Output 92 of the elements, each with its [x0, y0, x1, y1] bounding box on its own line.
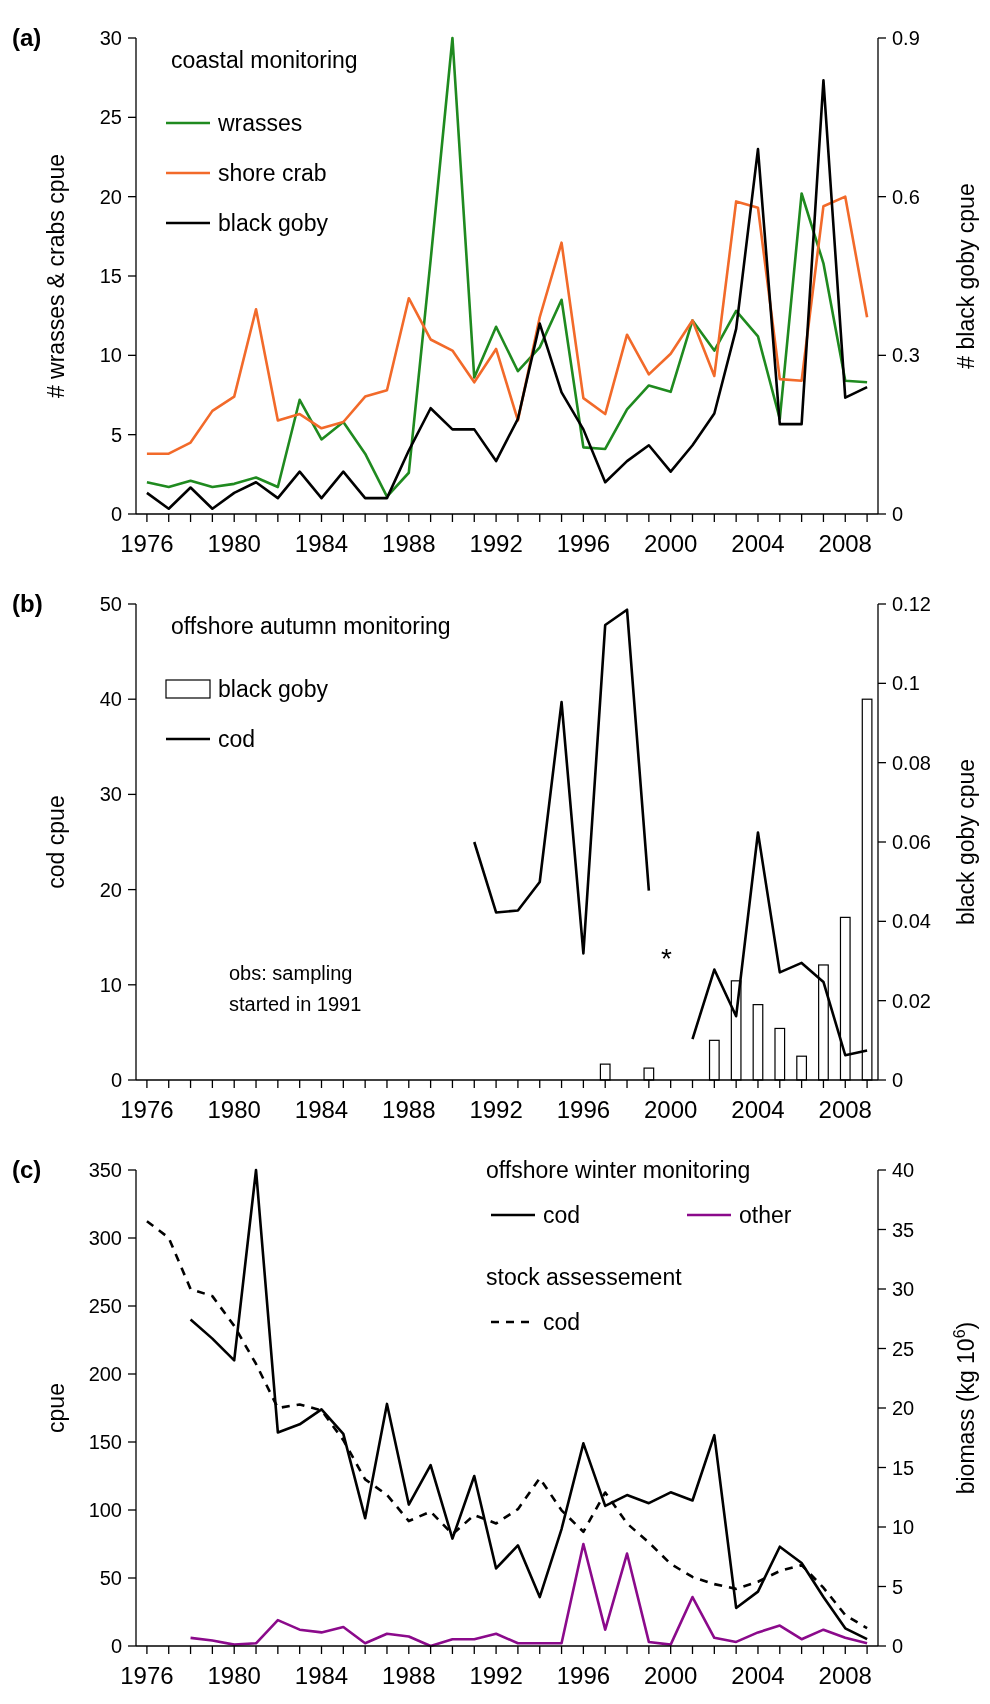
legend-label: black goby — [218, 210, 329, 237]
line-series — [189, 1542, 869, 1648]
y2-tick-label: 0.9 — [892, 27, 920, 49]
y-tick-label: 0 — [110, 1069, 122, 1091]
annotation: obs: sampling started in 1991 — [229, 962, 362, 1015]
x-tick-label: 1996 — [556, 1096, 611, 1123]
y-tick-label: 10 — [99, 344, 122, 367]
y2-tick-label: 0.06 — [892, 831, 931, 853]
x-tick-label: 1992 — [469, 1096, 523, 1123]
x-tick-label: 1996 — [556, 530, 611, 557]
legend-label: cod — [218, 726, 256, 753]
y-tick-label: 200 — [88, 1363, 122, 1385]
y-tick-label: 0 — [110, 1635, 122, 1657]
legend-label: other — [739, 1202, 792, 1229]
y-axis-title: cod cpue — [43, 795, 69, 889]
x-tick-label: 1980 — [207, 1096, 261, 1123]
y-tick-label: 50 — [99, 1567, 122, 1589]
y2-tick-label: 0.1 — [892, 672, 920, 695]
x-tick-label: 1988 — [382, 530, 436, 557]
x-tick-label: 2000 — [643, 530, 698, 557]
y2-tick-label: 0 — [892, 1635, 904, 1657]
chart-title: (c) — [12, 1156, 42, 1183]
x-tick-label: 2004 — [731, 1662, 785, 1689]
x-tick-label: 1984 — [294, 1096, 349, 1123]
y2-tick-label: 0.6 — [892, 185, 920, 208]
y2-tick-label: 0.04 — [892, 910, 931, 933]
y-tick-label: 350 — [88, 1159, 122, 1181]
y2-tick-label: 0 — [892, 503, 904, 525]
legend-label: shore crab — [218, 160, 327, 187]
x-tick-label: 2000 — [643, 1096, 698, 1123]
x-tick-label: 2004 — [731, 530, 785, 557]
legend-title: coastal monitoring — [171, 47, 358, 73]
annotation: stock assessement — [486, 1264, 683, 1290]
y2-tick-label: 40 — [892, 1159, 915, 1181]
y2-tick-label: 0.02 — [892, 989, 931, 1012]
y-tick-label: 15 — [99, 265, 122, 287]
x-tick-label: 1976 — [120, 1096, 174, 1123]
chart-title: (b) — [12, 590, 43, 617]
line-series — [145, 195, 869, 456]
y2-tick-label: 15 — [892, 1456, 915, 1479]
x-tick-label: 1988 — [382, 1096, 436, 1123]
y2-tick-label: 10 — [892, 1516, 915, 1538]
y-tick-label: 30 — [99, 27, 122, 49]
y2-tick-label: 35 — [892, 1218, 915, 1241]
x-tick-label: 1996 — [556, 1662, 611, 1689]
x-tick-label: 2000 — [643, 1662, 698, 1689]
x-tick-label: 1992 — [469, 530, 523, 557]
y2-tick-label: 30 — [892, 1278, 915, 1300]
y2-tick-label: 25 — [892, 1337, 915, 1360]
x-tick-label: 1992 — [469, 1662, 523, 1689]
y2-tick-label: 20 — [892, 1397, 915, 1419]
x-tick-label: 1984 — [294, 1662, 349, 1689]
y-tick-label: 50 — [99, 593, 122, 615]
x-tick-label: 1980 — [207, 530, 261, 557]
y-tick-label: 10 — [99, 973, 122, 996]
y-axis-title: # wrasses & crabs cpue — [43, 153, 69, 399]
y2-tick-label: 0.08 — [892, 751, 931, 774]
y-tick-label: 250 — [88, 1295, 122, 1317]
y-tick-label: 20 — [99, 185, 122, 208]
x-tick-label: 1976 — [120, 530, 174, 557]
y-axis-title: cpue — [43, 1383, 69, 1433]
legend-label: black goby — [218, 676, 329, 703]
y-tick-label: 150 — [88, 1431, 122, 1453]
annotation: * — [661, 943, 673, 975]
x-tick-label: 1976 — [120, 1662, 174, 1689]
y2-tick-label: 0.12 — [892, 593, 931, 615]
y2-tick-label: 0 — [892, 1069, 904, 1091]
y-tick-label: 100 — [88, 1499, 122, 1521]
legend-label: cod — [543, 1202, 581, 1229]
x-tick-label: 1984 — [294, 530, 349, 557]
chart-title: (a) — [12, 24, 42, 51]
x-tick-label: 1988 — [382, 1662, 436, 1689]
x-tick-label: 2008 — [818, 530, 872, 557]
y2-axis-title: black goby cpue — [953, 758, 979, 926]
y-tick-label: 40 — [99, 688, 122, 711]
y2-tick-label: 0.3 — [892, 344, 920, 367]
y-tick-label: 30 — [99, 783, 122, 806]
y-tick-label: 300 — [88, 1227, 122, 1249]
legend-title: offshore winter monitoring — [486, 1157, 751, 1183]
x-tick-label: 1980 — [207, 1662, 261, 1689]
y-tick-label: 0 — [110, 503, 122, 525]
y2-axis-title: # black goby cpue — [953, 183, 979, 369]
x-tick-label: 2004 — [731, 1096, 785, 1123]
y-tick-label: 25 — [99, 106, 122, 129]
legend-label: wrasses — [217, 110, 303, 137]
legend-title: offshore autumn monitoring — [171, 613, 451, 639]
legend-label: cod — [543, 1309, 581, 1336]
y-tick-label: 20 — [99, 878, 122, 901]
y2-tick-label: 5 — [892, 1575, 904, 1598]
x-tick-label: 2008 — [818, 1662, 872, 1689]
y-tick-label: 5 — [110, 423, 122, 446]
x-tick-label: 2008 — [818, 1096, 872, 1123]
